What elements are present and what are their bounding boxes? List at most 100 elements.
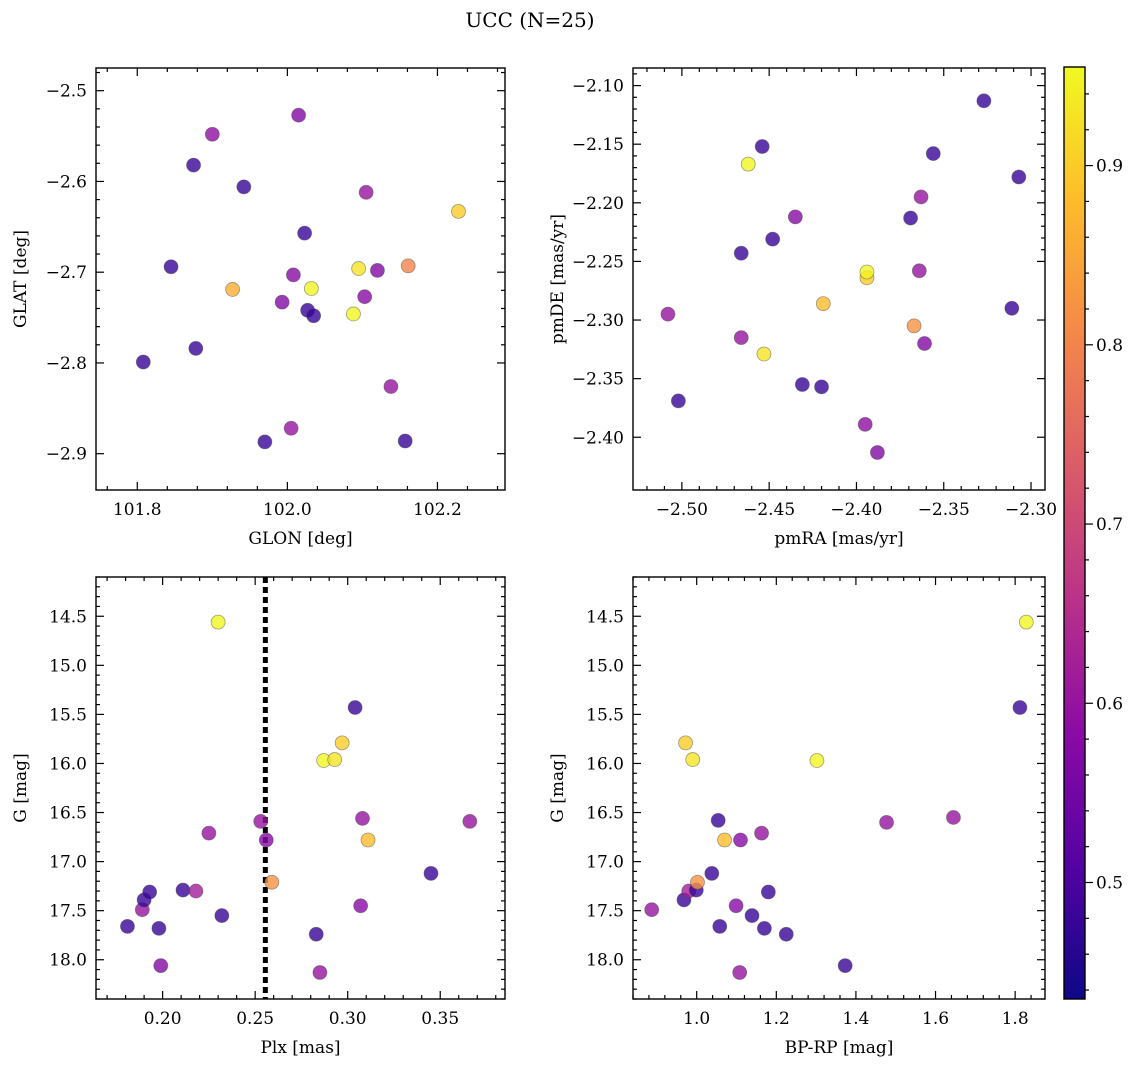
scatter-point xyxy=(334,735,350,751)
scatter-point xyxy=(188,341,204,356)
scatter-point xyxy=(210,614,226,630)
scatter-point xyxy=(353,898,369,914)
scatter-point xyxy=(906,318,922,334)
scatter-point xyxy=(355,811,370,826)
y-tick-label: 17.5 xyxy=(586,902,624,922)
scatter-point xyxy=(351,261,367,276)
x-axis-label: BP-RP [mag] xyxy=(785,1038,894,1058)
colorbar-tick-label: 0.7 xyxy=(1096,515,1123,535)
y-tick-label: −2.20 xyxy=(572,194,624,214)
x-tick-label: 0.30 xyxy=(329,1009,367,1029)
scatter-point xyxy=(815,296,831,312)
y-tick-label: −2.35 xyxy=(572,370,624,390)
x-tick-label: 0.35 xyxy=(421,1009,459,1029)
scatter-points xyxy=(660,93,1027,460)
y-tick-label: −2.7 xyxy=(46,263,87,283)
x-tick-label: 0.25 xyxy=(236,1009,274,1029)
scatter-point xyxy=(733,245,749,261)
x-tick-label: 1.6 xyxy=(922,1009,949,1029)
scatter-point xyxy=(717,832,732,848)
plot-frame xyxy=(95,67,506,491)
x-tick-label: 0.20 xyxy=(144,1009,182,1029)
y-tick-label: −2.15 xyxy=(572,135,624,155)
scatter-point xyxy=(188,883,204,899)
scatter-point xyxy=(870,445,885,460)
y-tick-label: 16.5 xyxy=(586,804,624,824)
x-axis-label: pmRA [mas/yr] xyxy=(774,529,903,549)
plot-frame xyxy=(95,576,506,1000)
y-tick-label: −2.30 xyxy=(572,311,624,331)
scatter-point xyxy=(303,281,319,296)
scatter-point xyxy=(201,825,217,841)
scatter-point xyxy=(837,958,853,974)
scatter-point xyxy=(690,874,705,890)
scatter-point xyxy=(312,965,328,980)
scatter-point xyxy=(925,146,941,161)
scatter-point xyxy=(685,752,701,767)
x-tick-label: −2.40 xyxy=(830,500,882,520)
colorbar-gradient xyxy=(1064,67,1085,999)
y-tick-label: −2.25 xyxy=(572,252,624,272)
scatter-point xyxy=(756,920,772,936)
y-axis-label: G [mag] xyxy=(11,753,31,822)
y-axis-label: GLAT [deg] xyxy=(11,230,31,328)
scatter-point xyxy=(879,814,894,830)
scatter-point xyxy=(204,126,220,142)
scatter-point xyxy=(917,336,932,351)
scatter-point xyxy=(186,157,201,173)
colorbar-tick-label: 0.9 xyxy=(1096,157,1123,177)
scatter-point xyxy=(740,156,756,172)
scatter-point xyxy=(175,882,191,898)
scatter-point xyxy=(732,965,748,980)
scatter-point xyxy=(360,832,376,848)
scatter-point xyxy=(704,865,720,881)
scatter-point xyxy=(857,416,873,432)
y-tick-label: 15.0 xyxy=(49,656,87,676)
y-tick-label: 17.5 xyxy=(49,902,87,922)
scatter-point xyxy=(712,918,728,934)
scatter-point xyxy=(809,753,825,768)
figure-title: UCC (N=25) xyxy=(465,8,594,32)
colorbar-tick-label: 0.5 xyxy=(1096,874,1123,894)
scatter-point xyxy=(644,902,660,918)
scatter-point xyxy=(423,865,439,881)
scatter-point xyxy=(754,825,769,841)
scatter-point xyxy=(274,294,290,310)
scatter-point xyxy=(306,308,322,324)
scatter-point xyxy=(451,203,466,219)
y-tick-label: −2.10 xyxy=(572,77,624,97)
scatter-point xyxy=(913,189,929,205)
x-tick-label: 1.4 xyxy=(842,1009,869,1029)
x-axis-label: GLON [deg] xyxy=(248,529,352,549)
scatter-point xyxy=(976,93,992,109)
axis-ticks xyxy=(632,576,1045,1000)
axis-ticks xyxy=(96,68,505,490)
scatter-point xyxy=(794,377,810,392)
scatter-point xyxy=(462,813,478,829)
scatter-point xyxy=(733,330,749,346)
scatter-point xyxy=(1018,614,1034,630)
y-tick-label: −2.40 xyxy=(572,428,624,448)
scatter-point xyxy=(778,926,794,942)
x-tick-label: 102.2 xyxy=(413,500,462,520)
scatter-point xyxy=(1012,700,1028,715)
plot-frame xyxy=(632,576,1046,1000)
scatter-point xyxy=(787,209,803,225)
y-tick-label: 15.5 xyxy=(586,705,624,725)
panels: 101.8 102.0 102.2 −2.5 −2.6 −2.7 −2.8 −2.9 GLON … xyxy=(11,67,1057,1058)
scatter-point xyxy=(756,346,772,362)
scatter-point xyxy=(142,884,158,900)
x-axis-label: Plx [mas] xyxy=(260,1038,340,1058)
y-axis-label: G [mag] xyxy=(548,753,568,822)
scatter-point xyxy=(225,282,240,297)
scatter-point xyxy=(163,259,179,275)
y-tick-label: 18.0 xyxy=(49,951,87,971)
panel-2: −2.50 −2.45 −2.40 −2.35 −2.30 −2.10 −2.15 −2.20… xyxy=(548,67,1057,549)
x-tick-label: 1.8 xyxy=(1002,1009,1029,1029)
scatter-point xyxy=(383,379,399,394)
scatter-point xyxy=(903,210,918,226)
y-tick-label: 16.0 xyxy=(586,754,624,774)
scatter-point xyxy=(1004,300,1020,316)
x-tick-label: 1.2 xyxy=(763,1009,790,1029)
